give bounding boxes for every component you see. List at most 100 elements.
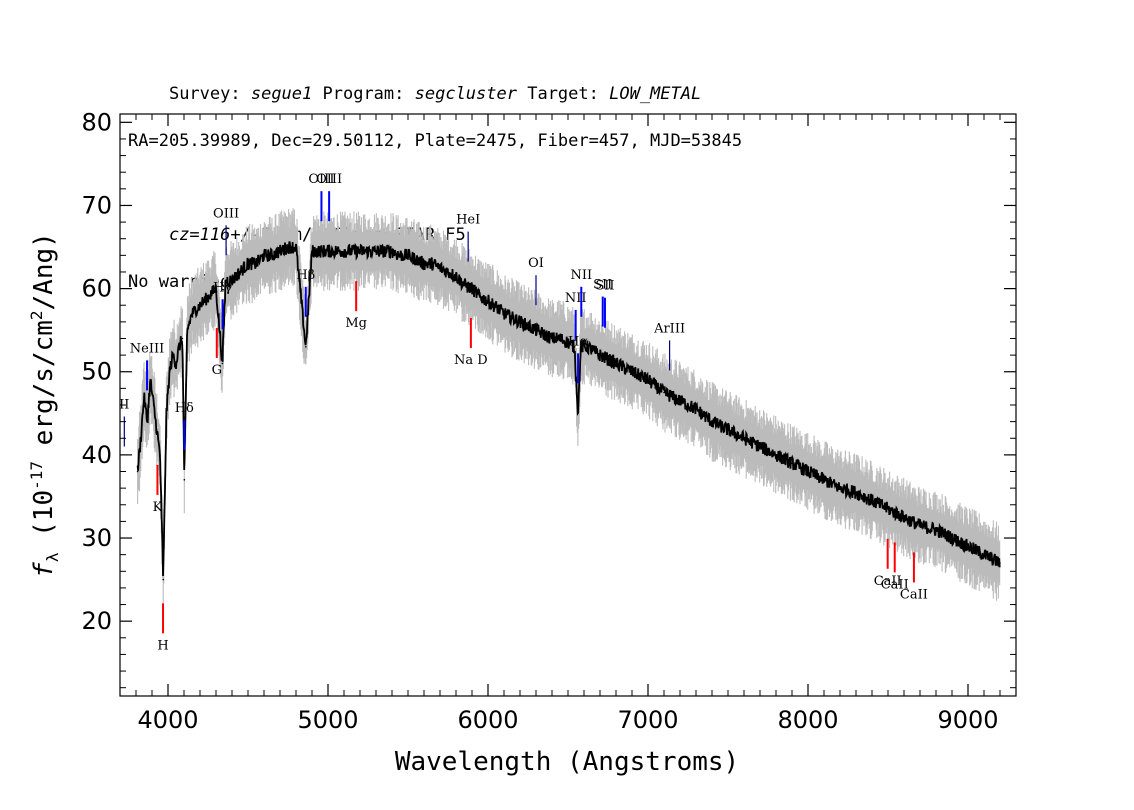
flux-point: [455, 275, 457, 277]
flux-point: [967, 545, 969, 548]
flux-point: [487, 300, 489, 302]
line-marker-label: Hα: [568, 334, 588, 349]
flux-point: [191, 312, 193, 315]
x-tick-label: 6000: [457, 706, 518, 734]
flux-point: [199, 304, 201, 307]
flux-point: [615, 362, 617, 365]
flux-point: [586, 346, 588, 348]
flux-point: [463, 283, 465, 286]
x-tick-label: 8000: [777, 706, 838, 734]
line-marker-label: Hβ: [296, 268, 315, 283]
target-value: LOW_METAL: [609, 83, 702, 104]
line-marker-label: SII: [595, 279, 614, 294]
flux-point: [175, 362, 177, 365]
y-title-exp: -17: [27, 461, 46, 490]
flux-point: [415, 258, 417, 261]
flux-point: [136, 470, 139, 473]
flux-point: [152, 404, 155, 406]
flux-point: [807, 470, 809, 473]
flux-point: [580, 346, 582, 348]
flux-point: [631, 370, 633, 373]
flux-point: [663, 391, 665, 394]
x-tick-label: 5000: [297, 706, 358, 734]
flux-point: [679, 400, 681, 402]
flux-line: [136, 241, 1001, 577]
survey-label: Survey:: [168, 83, 251, 104]
flux-point: [359, 250, 361, 252]
flux-point: [181, 337, 184, 340]
flux-point: [519, 321, 521, 323]
flux-point: [327, 250, 329, 252]
line-marker-label: Na D: [454, 353, 488, 368]
flux-point: [375, 250, 377, 252]
flux-point: [367, 250, 369, 252]
y-title-close: /Ang): [29, 232, 59, 310]
flux-point: [951, 537, 953, 539]
flux-point: [391, 250, 393, 252]
line-marker-label: SII: [593, 278, 612, 293]
y-tick-label: 80: [81, 108, 112, 136]
flux-point: [231, 279, 233, 282]
flux-point: [140, 437, 142, 440]
flux-point: [573, 346, 576, 348]
flux-point: [178, 346, 180, 348]
flux-point: [247, 262, 249, 265]
line-marker-label: OIII: [308, 172, 334, 187]
y-title-exp2: 2: [27, 310, 46, 320]
flux-point: [224, 279, 227, 282]
tick-layer: 4000 5000 6000 7000 8000 9000 20 30 40 50 60 70 80: [81, 108, 1017, 734]
line-marker-label: OI: [528, 256, 544, 271]
flux-point: [743, 437, 745, 440]
flux-point: [871, 499, 873, 502]
flux-point: [255, 262, 257, 265]
line-marker-label: ArIII: [653, 321, 685, 336]
flux-point: [599, 354, 601, 356]
flux-point: [165, 412, 168, 415]
x-tick-label: 4000: [137, 706, 198, 734]
flux-point: [319, 250, 321, 252]
x-axis-title: Wavelength (Angstroms): [395, 747, 739, 777]
y-title-lambda: λ: [43, 552, 62, 562]
flux-point: [447, 271, 449, 273]
line-marker-label: Hγ: [213, 280, 232, 295]
line-marker-label: OIII: [213, 206, 239, 221]
flux-point: [559, 337, 561, 340]
y-tick-label: 30: [81, 524, 112, 552]
flux-point: [215, 287, 217, 290]
y-tick-label: 70: [81, 191, 112, 219]
flux-point: [172, 354, 174, 356]
program-value: segcluster: [414, 83, 517, 104]
flux-point: [919, 524, 921, 527]
flux-point: [759, 445, 761, 448]
flux-point: [495, 306, 497, 308]
header-line-coordinates: RA=205.39989, Dec=29.50112, Plate=2475, …: [128, 130, 743, 151]
flux-point: [287, 246, 289, 248]
flux-point: [727, 429, 729, 431]
flux-point: [439, 267, 441, 269]
flux-point: [551, 337, 553, 340]
line-marker-label: OIII: [316, 172, 342, 187]
line-marker-label: K: [153, 500, 163, 515]
y-title-open: (10: [29, 490, 59, 553]
flux-point: [335, 250, 337, 252]
flux-point: [207, 296, 209, 298]
line-marker-label: NII: [570, 268, 592, 283]
error-band: [137, 208, 1001, 608]
flux-point: [271, 254, 273, 257]
plot-frame: [119, 113, 1017, 697]
flux-point: [186, 329, 188, 332]
flux-point: [839, 487, 841, 489]
line-marker-label: Mg: [345, 316, 367, 331]
line-marker-label: CaII: [900, 587, 928, 602]
flux-point: [903, 516, 905, 518]
y-axis-title: fλ (10-17 erg/s/cm2/Ang): [27, 232, 62, 578]
line-marker-label: NeIII: [130, 341, 164, 356]
y-tick-label: 40: [81, 441, 112, 469]
flux-point: [156, 429, 158, 431]
flux-point: [695, 408, 697, 411]
flux-point: [999, 562, 1001, 564]
flux-point: [527, 325, 529, 327]
flux-point: [351, 250, 353, 252]
flux-point: [823, 479, 825, 481]
flux-point: [343, 250, 345, 252]
